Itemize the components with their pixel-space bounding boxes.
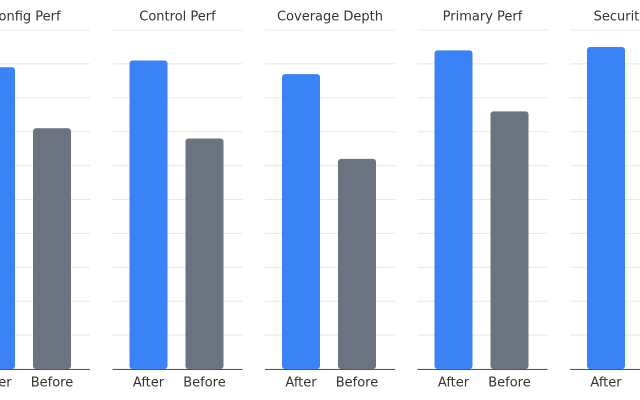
x-tick-label: Before	[183, 376, 226, 391]
chart-title: Primary Perf	[443, 10, 523, 25]
bar	[0, 67, 15, 369]
x-tick-label: After	[0, 376, 12, 391]
x-tick-label: Before	[31, 376, 74, 391]
bar	[33, 128, 71, 369]
bar	[587, 46, 625, 369]
chart-title: Security Perf	[594, 10, 640, 25]
bar	[338, 158, 376, 369]
x-tick-label: After	[285, 376, 317, 391]
bar	[490, 111, 529, 370]
x-tick-label: After	[133, 376, 165, 391]
x-tick-label: After	[590, 376, 622, 391]
chart-title: Control Perf	[139, 10, 216, 25]
x-tick-label: Before	[336, 376, 379, 391]
chart-title: Config Perf	[0, 10, 61, 25]
bar	[434, 50, 473, 370]
chart-title: Coverage Depth	[277, 10, 383, 25]
bar	[185, 138, 224, 369]
x-tick-label: Before	[488, 376, 531, 391]
bar	[282, 74, 320, 369]
bar	[129, 60, 168, 369]
x-tick-label: After	[438, 376, 470, 391]
